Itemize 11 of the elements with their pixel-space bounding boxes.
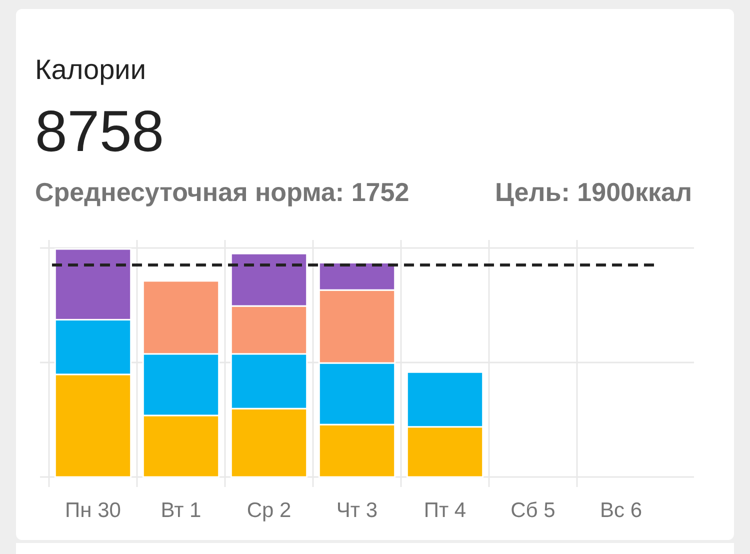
x-tick-label: Чт 3 (336, 499, 378, 522)
x-tick-label: Ср 2 (246, 499, 292, 522)
x-tick-label: Пн 30 (65, 499, 121, 522)
text: Среднесуточная норма: 1752 (35, 177, 410, 207)
x-tick-label: Вс 6 (600, 499, 642, 522)
x-tick-label: Сб 5 (510, 499, 556, 522)
text: 8758 (35, 99, 164, 164)
chart-title: Калории (35, 54, 146, 85)
text: Цель: 1900ккал (495, 177, 692, 207)
x-tick-label: Вт 1 (160, 499, 202, 522)
x-tick-label: Пт 4 (424, 499, 466, 522)
